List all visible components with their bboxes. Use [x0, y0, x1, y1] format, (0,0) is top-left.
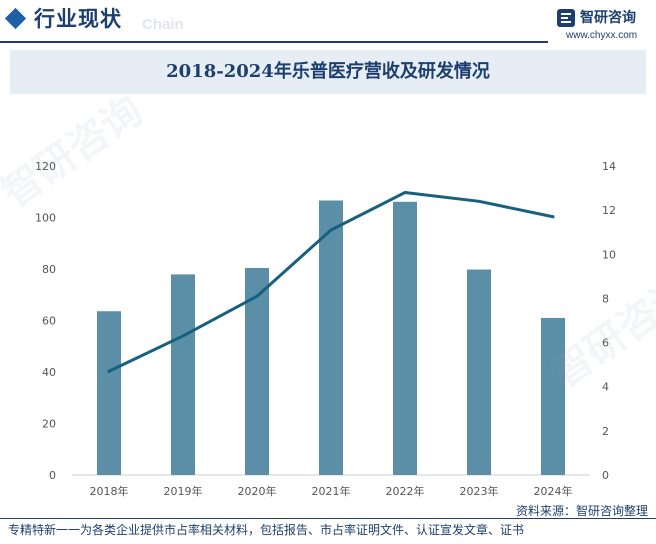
x-tick-label: 2020年: [238, 484, 277, 498]
y-right-tick-label: 14: [602, 160, 616, 173]
header-divider: [0, 41, 548, 43]
x-tick-label: 2018年: [90, 484, 129, 498]
y-right-tick-label: 4: [602, 381, 609, 394]
line-point-rnd: [551, 215, 555, 219]
chart-title-bar: 2018-2024年乐普医疗营收及研发情况: [10, 50, 646, 94]
x-tick-label: 2021年: [312, 484, 351, 498]
bar-revenue: [97, 311, 121, 475]
y-left-tick-label: 40: [42, 366, 56, 379]
y-right-tick-label: 12: [602, 204, 616, 217]
page-header: 行业现状 Chain 智研咨询 www.chyxx.com: [0, 0, 656, 46]
bar-revenue: [171, 274, 195, 475]
chart-svg: 0 20 40 60 80 100 120 0 2 4 6 8 10 12 14 2018年 2019年 2020…: [35, 160, 616, 498]
bar-revenue: [393, 201, 417, 475]
line-point-rnd: [107, 369, 111, 373]
line-point-rnd: [255, 294, 259, 298]
chart-title: 2018-2024年乐普医疗营收及研发情况: [166, 61, 490, 82]
x-tick-label: 2024年: [534, 484, 573, 498]
line-point-rnd: [403, 190, 407, 194]
brand-block: 智研咨询 www.chyxx.com: [556, 6, 650, 42]
brand-url: www.chyxx.com: [566, 30, 638, 41]
chart-panel: 2018-2024年乐普医疗营收及研发情况 0 20 40 60 80 100 120 0 2 4…: [2, 50, 654, 502]
x-tick-label: 2019年: [164, 484, 203, 498]
line-point-rnd: [477, 199, 481, 203]
header-ghost-text: Chain: [142, 16, 184, 33]
source-note: 资料来源：智研咨询整理: [515, 504, 648, 518]
y-left-tick-label: 0: [49, 469, 56, 482]
bar-revenue: [319, 200, 343, 475]
y-left-tick-label: 120: [35, 160, 56, 173]
y-right-tick-label: 0: [602, 469, 609, 482]
footer-tagline: 专精特新一一为各类企业提供市占率相关材料，包括报告、市占率证明文件、认证宣发文章…: [8, 523, 525, 537]
y-right-tick-label: 10: [602, 248, 616, 261]
brand-logo-icon: [557, 9, 575, 27]
section-title: 行业现状: [34, 7, 122, 31]
y-right-tick-label: 2: [602, 425, 609, 438]
bar-revenue: [541, 317, 565, 475]
x-tick-label: 2023年: [460, 484, 499, 498]
x-tick-label: 2022年: [386, 484, 425, 498]
y-right-tick-label: 6: [602, 337, 609, 350]
bar-revenue: [245, 267, 269, 475]
y-right-tick-label: 8: [602, 292, 609, 305]
page-footer: 资料来源：智研咨询整理 专精特新一一为各类企业提供市占率相关材料，包括报告、市占…: [0, 504, 656, 544]
diamond-bullet-icon: [4, 7, 27, 30]
footer-divider: [0, 518, 656, 519]
y-left-tick-label: 80: [42, 263, 56, 276]
line-point-rnd: [329, 228, 333, 232]
bar-revenue: [467, 269, 491, 475]
brand-name: 智研咨询: [580, 10, 636, 26]
line-point-rnd: [181, 334, 185, 338]
y-left-tick-label: 20: [42, 418, 56, 431]
y-left-tick-label: 60: [42, 315, 56, 328]
y-left-tick-label: 100: [35, 212, 56, 225]
